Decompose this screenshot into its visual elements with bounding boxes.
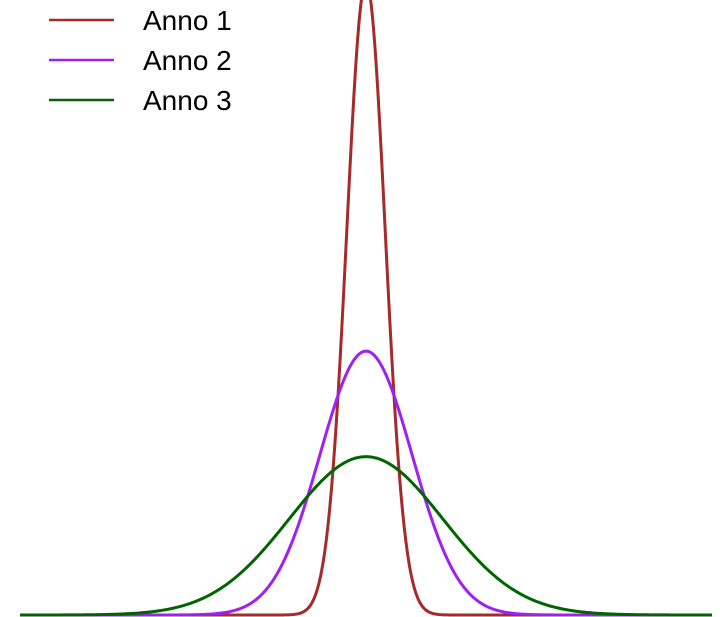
legend-label-series-2: Anno 2 (143, 45, 232, 76)
series-line-2 (20, 349, 712, 617)
series-line-3 (20, 455, 712, 617)
curves-group (20, 0, 712, 617)
series-line-1 (20, 0, 712, 617)
legend-label-series-3: Anno 3 (143, 85, 232, 116)
legend-item: Anno 3 (49, 85, 232, 116)
legend-label-series-1: Anno 1 (143, 5, 232, 36)
legend-item: Anno 1 (49, 5, 232, 36)
legend: Anno 1 Anno 2 Anno 3 (49, 5, 232, 116)
legend-item: Anno 2 (49, 45, 232, 76)
